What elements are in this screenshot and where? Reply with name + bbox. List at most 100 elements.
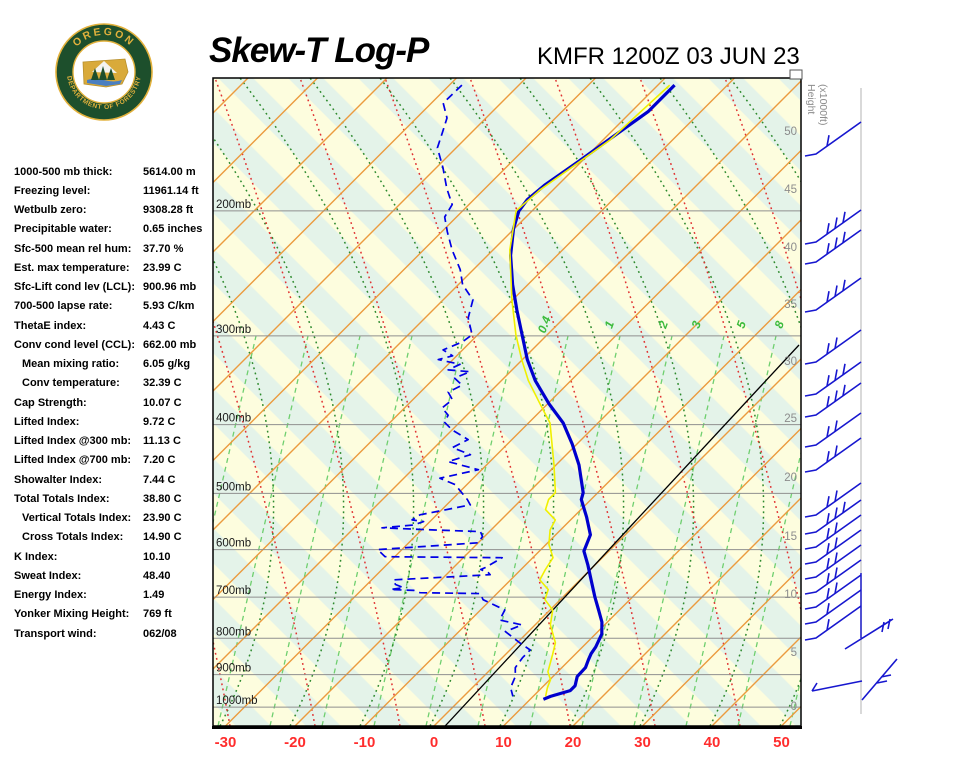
index-value: 10.10: [143, 550, 171, 563]
svg-text:1: 1: [602, 319, 618, 330]
index-label: Wetbulb zero:: [14, 204, 87, 217]
svg-text:200mb: 200mb: [216, 199, 251, 211]
index-row: K Index: 10.10: [14, 547, 219, 566]
index-value: 23.99 C: [143, 261, 182, 274]
index-row: Vertical Totals Index: 23.90 C: [14, 509, 219, 528]
wind-barb: [804, 329, 862, 365]
svg-text:-30: -30: [215, 734, 237, 751]
index-value: 38.80 C: [143, 492, 182, 505]
svg-text:50: 50: [773, 734, 790, 751]
index-label: Conv temperature:: [22, 377, 120, 390]
index-value: 11961.14 ft: [143, 184, 199, 197]
index-row: Cap Strength: 10.07 C: [14, 393, 219, 412]
index-label: Precipitable water:: [14, 223, 112, 236]
svg-text:600mb: 600mb: [216, 538, 251, 550]
svg-text:0.4: 0.4: [535, 314, 554, 335]
temperature-trace: [509, 83, 676, 701]
dewpoint-trace: [376, 84, 532, 697]
index-label: Mean mixing ratio:: [22, 358, 120, 371]
svg-text:900mb: 900mb: [216, 663, 251, 675]
svg-text:20: 20: [784, 472, 797, 484]
index-row: Total Totals Index: 38.80 C: [14, 489, 219, 508]
svg-text:1000mb: 1000mb: [216, 695, 258, 707]
index-label: Total Totals Index:: [14, 492, 110, 505]
temperature-axis-labels: -30 -20 -10 0 10 20 30 40 50: [215, 734, 790, 751]
wind-barb: [811, 658, 898, 701]
wind-barb: [804, 382, 862, 418]
index-label: Energy Index:: [14, 589, 87, 602]
wind-barb: [804, 277, 862, 313]
index-value: 5.93 C/km: [143, 300, 195, 313]
index-value: 37.70 %: [143, 242, 184, 255]
index-value: 769 ft: [143, 608, 172, 621]
index-row: Sweat Index: 48.40: [14, 566, 219, 585]
index-row: Precipitable water: 0.65 inches: [14, 220, 219, 239]
height-axis-title: Height: [805, 84, 817, 114]
index-label: Transport wind:: [14, 627, 97, 640]
pressure-labels: 200mb 300mb 400mb 500mb 600mb 700mb 800mb 900mb…: [216, 199, 258, 707]
index-row: Showalter Index: 7.44 C: [14, 470, 219, 489]
index-label: Lifted Index @700 mb:: [14, 454, 132, 467]
index-label: K Index:: [14, 550, 58, 563]
index-row: Sfc-500 mean rel hum: 37.70 %: [14, 239, 219, 258]
index-value: 14.90 C: [143, 531, 182, 544]
index-label: Cross Totals Index:: [22, 531, 124, 544]
index-row: ThetaE index: 4.43 C: [14, 316, 219, 335]
index-row: Wetbulb zero: 9308.28 ft: [14, 201, 219, 220]
index-row: Energy Index: 1.49: [14, 586, 219, 605]
index-label: Sfc-500 mean rel hum:: [14, 242, 132, 255]
page-title: Skew-T Log-P: [209, 31, 429, 70]
index-label: Sfc-Lift cond lev (LCL):: [14, 281, 135, 294]
svg-text:5: 5: [734, 319, 750, 330]
index-row: Mean mixing ratio: 6.05 g/kg: [14, 355, 219, 374]
index-row: Lifted Index @700 mb: 7.20 C: [14, 451, 219, 470]
index-value: 5614.00 m: [143, 165, 196, 178]
svg-text:300mb: 300mb: [216, 324, 251, 336]
svg-text:30: 30: [634, 734, 651, 751]
parcel-reference-line: [444, 344, 800, 726]
svg-text:(x1000ft): (x1000ft): [817, 84, 829, 125]
index-row: Lifted Index: 9.72 C: [14, 412, 219, 431]
wind-barb: [804, 482, 862, 518]
logo-forest-scene: [82, 58, 129, 88]
wind-barb: [804, 605, 862, 641]
index-value: 32.39 C: [143, 377, 182, 390]
index-row: Sfc-Lift cond lev (LCL): 900.96 mb: [14, 278, 219, 297]
svg-text:45: 45: [784, 184, 797, 196]
svg-text:800mb: 800mb: [216, 626, 251, 638]
index-value: 7.20 C: [143, 454, 176, 467]
wind-barb: [804, 514, 862, 550]
index-row: 1000-500 mb thick: 5614.00 m: [14, 162, 219, 181]
indices-panel: 1000-500 mb thick: 5614.00 m Freezing leve…: [14, 162, 219, 643]
chart-grid: [213, 78, 801, 726]
index-value: 062/08: [143, 627, 177, 640]
index-value: 662.00 mb: [143, 338, 197, 351]
wind-barb: [804, 437, 862, 473]
svg-text:5: 5: [791, 647, 797, 659]
odf-seal-icon: OREGON DEPARTMENT OF FORESTRY: [55, 23, 153, 121]
index-value: 9308.28 ft: [143, 204, 194, 217]
index-row: Lifted Index @300 mb: 11.13 C: [14, 432, 219, 451]
svg-text:35: 35: [784, 299, 797, 311]
index-label: Vertical Totals Index:: [22, 512, 132, 525]
index-row: Est. max temperature: 23.99 C: [14, 258, 219, 277]
odf-logo: OREGON DEPARTMENT OF FORESTRY: [54, 21, 154, 123]
svg-text:8: 8: [772, 319, 788, 330]
index-label: Est. max temperature:: [14, 261, 130, 274]
wind-barb: [804, 121, 862, 157]
index-label: Cap Strength:: [14, 396, 87, 409]
index-value: 1.49: [143, 589, 165, 602]
svg-text:10: 10: [495, 734, 512, 751]
index-label: 700-500 lapse rate:: [14, 300, 113, 313]
corner-marker: [789, 69, 803, 80]
wind-barb: [804, 209, 862, 245]
index-value: 10.07 C: [143, 396, 182, 409]
svg-text:15: 15: [784, 531, 797, 543]
index-value: 48.40: [143, 569, 171, 582]
index-row: 700-500 lapse rate: 5.93 C/km: [14, 297, 219, 316]
index-value: 0.65 inches: [143, 223, 203, 236]
svg-text:-20: -20: [284, 734, 306, 751]
